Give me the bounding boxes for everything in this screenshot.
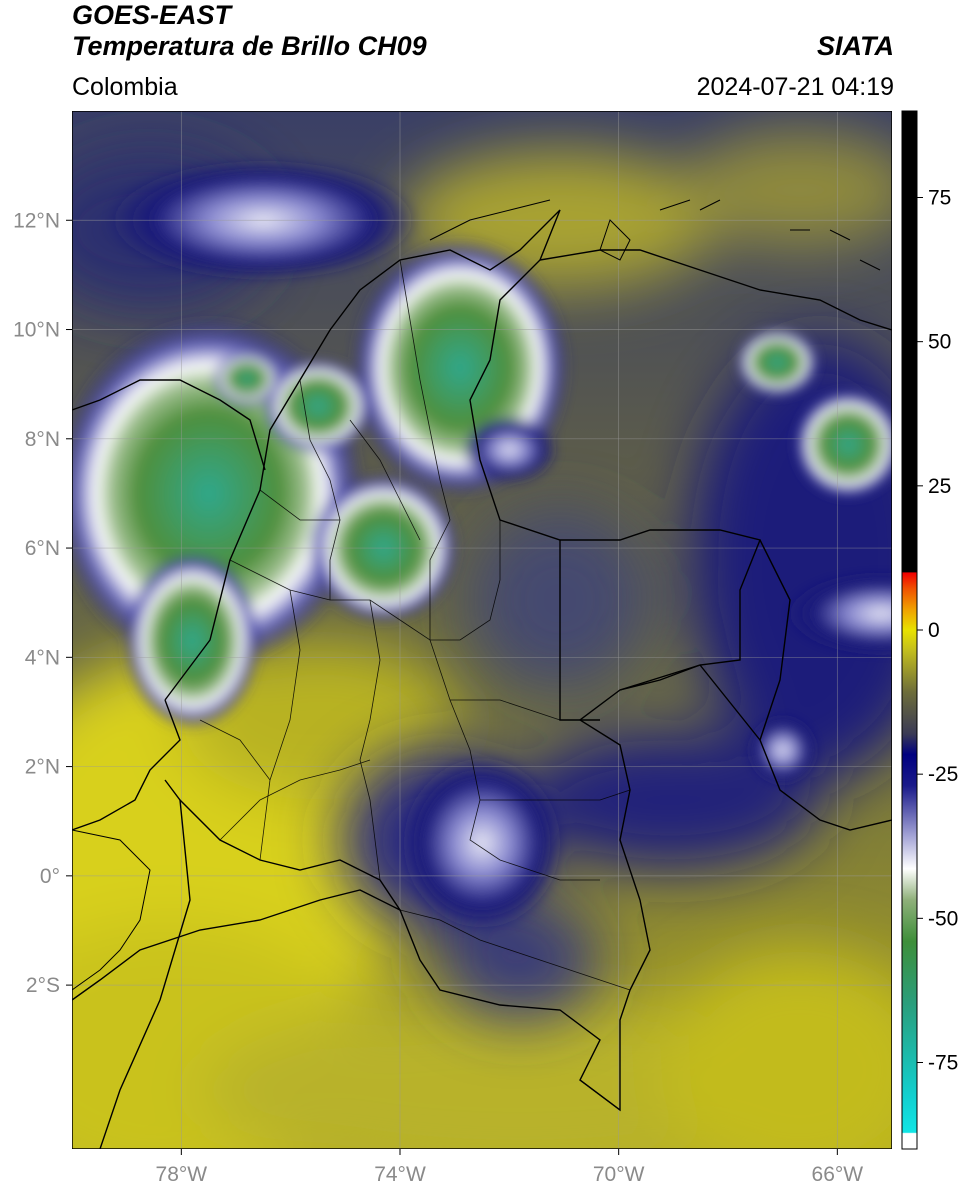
datetime-label: 2024-07-21 04:19 xyxy=(696,73,894,101)
y-axis-ticks: 12°N 10°N 8°N 6°N 4°N 2°N 0° 2°S xyxy=(13,209,72,997)
department-boundaries xyxy=(199,259,631,991)
y-tick-label: 12°N xyxy=(13,209,60,232)
organization-label: SIATA xyxy=(817,31,894,61)
colorbar-tick-label: -50 xyxy=(928,907,958,930)
y-tick-label: 2°N xyxy=(25,756,60,779)
y-tick-label: 0° xyxy=(40,865,60,888)
country-boundaries xyxy=(72,209,892,1149)
panama-border xyxy=(72,379,266,471)
x-axis-ticks: 78°W 74°W 70°W 66°W xyxy=(156,1149,864,1186)
x-tick-label: 74°W xyxy=(374,1163,426,1186)
y-tick-label: 6°N xyxy=(25,537,60,560)
cloud-cell xyxy=(461,415,558,484)
product-title: Temperatura de Brillo CH09 xyxy=(72,31,427,61)
cloud-cell xyxy=(123,552,261,730)
colorbar-tick-label: -25 xyxy=(928,763,958,786)
colorbar-tick-label: -75 xyxy=(928,1052,958,1075)
x-tick-label: 70°W xyxy=(593,1163,645,1186)
y-tick-label: 8°N xyxy=(25,428,60,451)
map-panel xyxy=(72,111,892,1149)
colorbar-tick-label: 50 xyxy=(928,331,951,354)
colorbar: 75 50 25 0 -25 -50 -75 xyxy=(901,110,958,1150)
y-tick-label: 10°N xyxy=(13,319,60,342)
colorbar-tick-label: 75 xyxy=(928,187,951,210)
satellite-title: GOES-EAST xyxy=(72,0,232,30)
colorbar-gradient xyxy=(901,110,918,1150)
colorbar-ticks: 75 50 25 0 -25 -50 -75 xyxy=(917,187,958,1075)
y-tick-label: 2°S xyxy=(26,974,60,997)
cloud-cell xyxy=(793,389,892,499)
colombia-border xyxy=(72,209,761,1112)
lat-lon-grid xyxy=(72,111,892,1149)
cloud-cell xyxy=(400,754,564,932)
cloud-cell xyxy=(785,572,892,655)
region-label: Colombia xyxy=(72,73,178,101)
colorbar-tick-label: 0 xyxy=(928,619,940,642)
y-tick-label: 4°N xyxy=(25,646,60,669)
ecuador-peru-border xyxy=(72,799,401,1149)
x-tick-label: 78°W xyxy=(156,1163,208,1186)
colorbar-tick-label: 25 xyxy=(928,475,951,498)
cloud-cell xyxy=(212,351,282,407)
x-tick-label: 66°W xyxy=(812,1163,864,1186)
venezuela-border xyxy=(539,249,892,831)
cloud-cell xyxy=(748,716,817,785)
cloud-cell xyxy=(263,358,373,454)
coastlines xyxy=(72,199,881,991)
cloud-cell xyxy=(736,328,819,397)
